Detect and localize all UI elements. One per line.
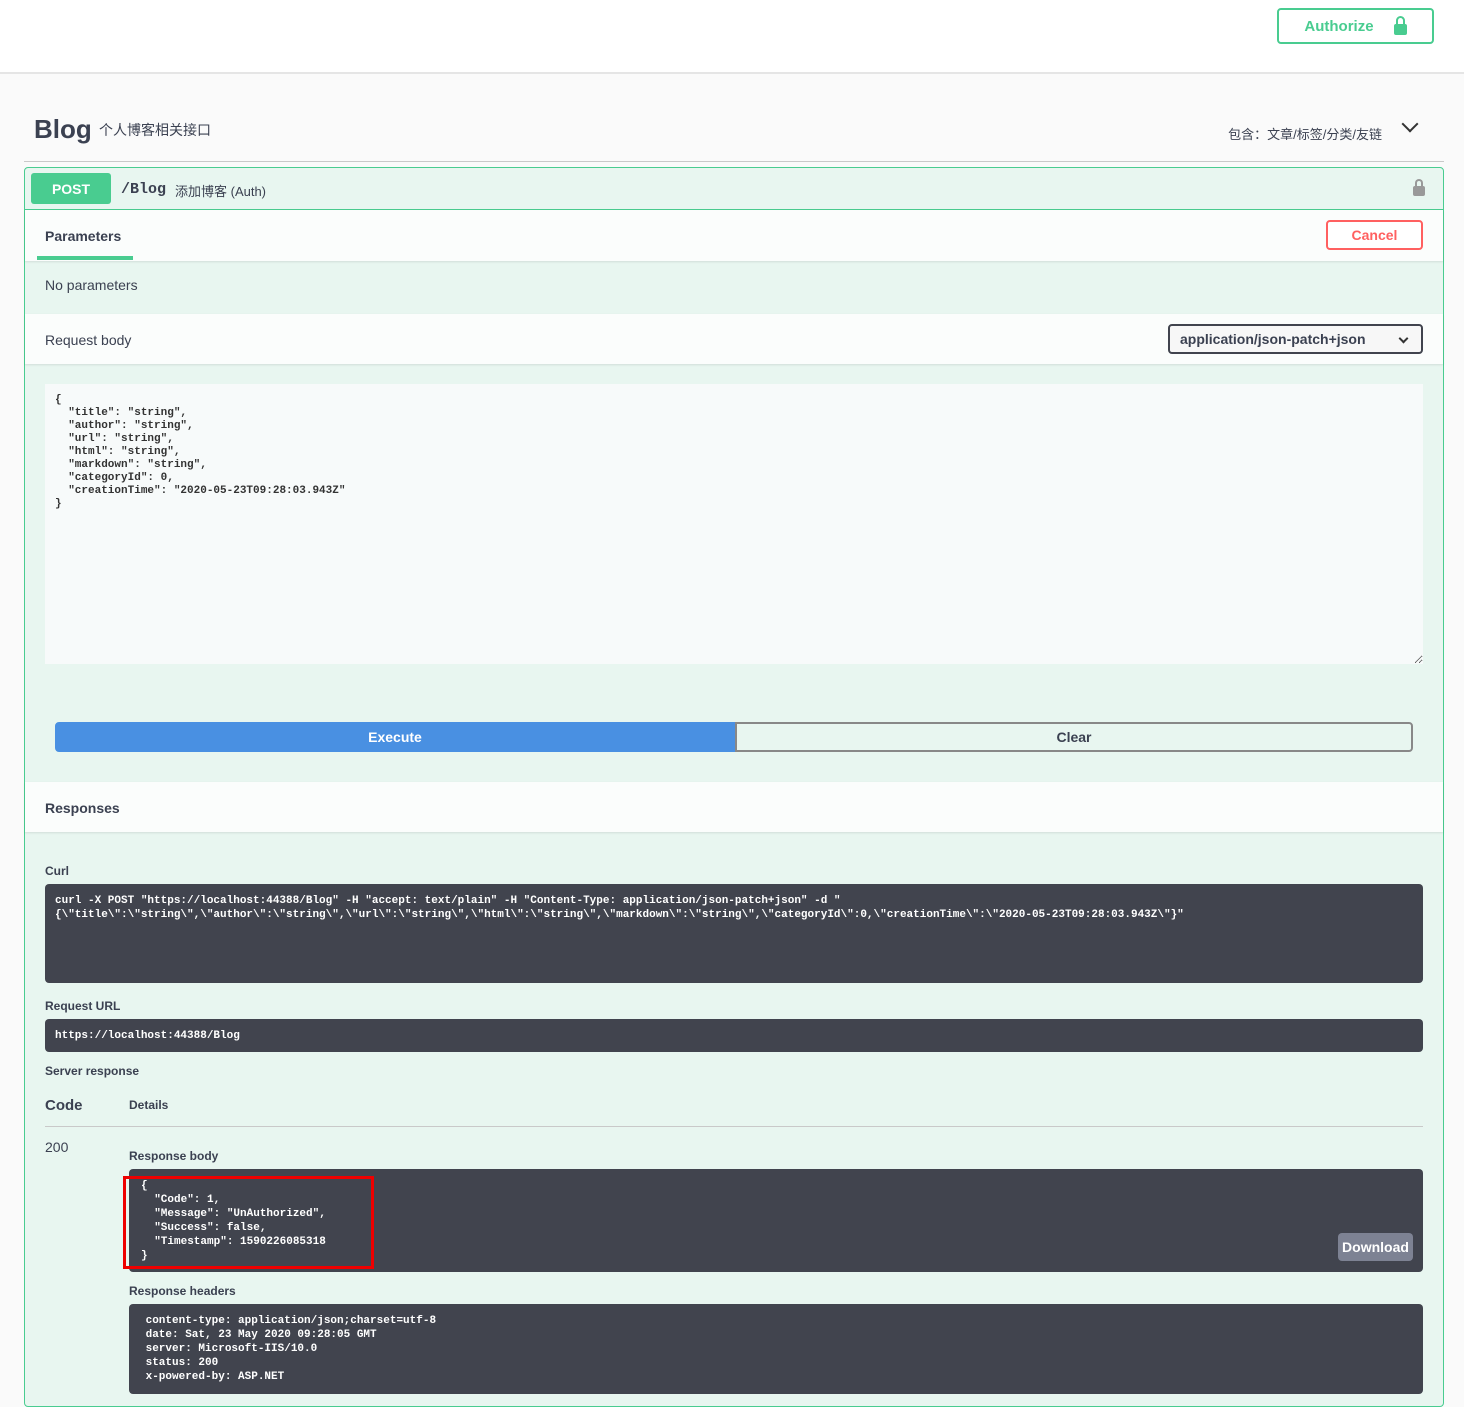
lock-open-icon — [1393, 15, 1407, 35]
request-body-label: Request body — [45, 332, 132, 348]
authorize-button[interactable]: Authorize — [1277, 8, 1434, 44]
operation-block: POST /Blog 添加博客 (Auth) Parameters Cancel… — [24, 167, 1444, 1407]
tab-parameters[interactable]: Parameters — [45, 228, 122, 244]
tab-underline — [37, 256, 133, 260]
tag-description: 个人博客相关接口 — [99, 122, 211, 138]
request-url-label: Request URL — [45, 999, 121, 1013]
response-body[interactable]: { "Code": 1, "Message": "UnAuthorized", … — [129, 1169, 1423, 1272]
curl-command[interactable]: curl -X POST "https://localhost:44388/Bl… — [45, 884, 1423, 983]
response-headers-label: Response headers — [129, 1284, 236, 1298]
execute-button[interactable]: Execute — [55, 722, 735, 752]
highlight-box — [123, 1176, 374, 1269]
clear-button[interactable]: Clear — [735, 722, 1413, 752]
responses-title: Responses — [45, 800, 120, 816]
operation-summary-text: 添加博客 (Auth) — [175, 184, 267, 199]
tag-name: Blog — [34, 114, 92, 144]
content-type-select[interactable]: application/json-patch+json — [1168, 324, 1423, 354]
chevron-down-icon[interactable] — [1401, 115, 1419, 133]
operation-summary[interactable]: POST /Blog 添加博客 (Auth) — [25, 168, 1443, 210]
server-response-label: Server response — [45, 1064, 140, 1078]
no-parameters-text: No parameters — [45, 277, 138, 293]
lock-icon[interactable] — [1413, 179, 1425, 196]
response-headers[interactable]: content-type: application/json;charset=u… — [129, 1304, 1423, 1394]
details-column-header: Details — [129, 1098, 169, 1112]
response-body-label: Response body — [129, 1149, 219, 1163]
response-code: 200 — [45, 1139, 69, 1155]
divider — [45, 1126, 1423, 1127]
authorize-label: Authorize — [1304, 17, 1374, 35]
operation-path: /Blog — [121, 181, 167, 198]
curl-label: Curl — [45, 864, 69, 878]
cancel-button[interactable]: Cancel — [1326, 220, 1423, 250]
tag-includes: 包含：文章/标签/分类/友链 — [1228, 127, 1382, 142]
method-badge: POST — [31, 173, 111, 204]
request-body-editor[interactable] — [45, 384, 1423, 664]
download-button[interactable]: Download — [1338, 1233, 1413, 1261]
parameters-header: Parameters — [25, 210, 1443, 261]
code-column-header: Code — [45, 1097, 83, 1114]
request-url[interactable]: https://localhost:44388/Blog — [45, 1019, 1423, 1052]
responses-header: Responses — [25, 782, 1443, 832]
tag-section-header[interactable]: Blog 个人博客相关接口 包含：文章/标签/分类/友链 — [24, 100, 1444, 162]
top-bar: Authorize — [0, 0, 1464, 74]
